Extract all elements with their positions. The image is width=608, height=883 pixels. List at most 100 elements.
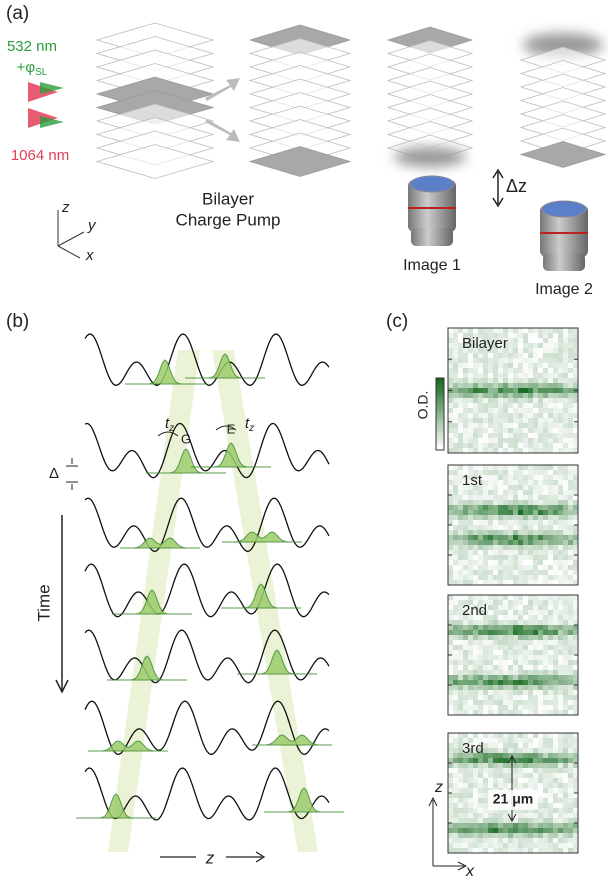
pixel [568, 358, 573, 363]
pixel [533, 535, 538, 540]
pixel [463, 838, 468, 843]
pixel [563, 398, 568, 403]
pixel [553, 475, 558, 480]
pixel [478, 560, 483, 565]
pixel [528, 610, 533, 615]
pixel [478, 438, 483, 443]
pixel [528, 690, 533, 695]
pixel [458, 443, 463, 448]
pixel [558, 823, 563, 828]
pixel [553, 338, 558, 343]
pixel [498, 600, 503, 605]
pixel [543, 510, 548, 515]
pixel [518, 423, 523, 428]
pixel [568, 828, 573, 833]
pixel [563, 773, 568, 778]
pixel [453, 480, 458, 485]
pixel [503, 525, 508, 530]
pixel [508, 838, 513, 843]
pixel [448, 428, 453, 433]
pixel [528, 650, 533, 655]
pixel [563, 600, 568, 605]
pixel [498, 480, 503, 485]
pixel [528, 500, 533, 505]
pixel [478, 575, 483, 580]
pixel [453, 675, 458, 680]
pixel [543, 690, 548, 695]
pixel [458, 660, 463, 665]
pixel [493, 363, 498, 368]
pixel [568, 378, 573, 383]
pixel [513, 525, 518, 530]
colorbar [436, 407, 444, 411]
pixel [463, 408, 468, 413]
pixel [488, 783, 493, 788]
pixel [488, 843, 493, 848]
pixel [553, 733, 558, 738]
pixel [513, 660, 518, 665]
pixel [543, 788, 548, 793]
pixel [528, 353, 533, 358]
pixel [453, 333, 458, 338]
pixel [538, 393, 543, 398]
pixel [563, 803, 568, 808]
pixel [453, 808, 458, 813]
pixel [563, 550, 568, 555]
pixel [513, 620, 518, 625]
pixel [483, 480, 488, 485]
pixel [543, 620, 548, 625]
pixel [563, 418, 568, 423]
pixel [498, 700, 503, 705]
pixel [503, 635, 508, 640]
pixel [483, 413, 488, 418]
pixel [533, 328, 538, 333]
pixel [548, 748, 553, 753]
pixel [503, 660, 508, 665]
pixel [553, 788, 558, 793]
pixel [553, 630, 558, 635]
pixel [543, 680, 548, 685]
pixel [463, 505, 468, 510]
pixel [448, 438, 453, 443]
pixel [563, 388, 568, 393]
pixel [493, 555, 498, 560]
pixel [513, 695, 518, 700]
pixel [508, 680, 513, 685]
pixel [553, 423, 558, 428]
pixel [488, 470, 493, 475]
pixel [563, 428, 568, 433]
pixel [518, 595, 523, 600]
pixel [533, 828, 538, 833]
pixel [493, 398, 498, 403]
pixel [543, 505, 548, 510]
pixel [473, 695, 478, 700]
pixel [543, 695, 548, 700]
pixel [488, 600, 493, 605]
pixel [538, 748, 543, 753]
pixel [523, 778, 528, 783]
pixel [523, 363, 528, 368]
pixel [563, 343, 568, 348]
pixel [513, 413, 518, 418]
pixel [558, 413, 563, 418]
pixel [463, 443, 468, 448]
pixel [528, 530, 533, 535]
pixel [563, 818, 568, 823]
pixel [538, 480, 543, 485]
pixel [563, 758, 568, 763]
panel-label: (b) [6, 311, 29, 332]
pixel [538, 560, 543, 565]
pixel [513, 520, 518, 525]
pixel [453, 343, 458, 348]
pixel [568, 545, 573, 550]
pixel [548, 778, 553, 783]
pixel [568, 748, 573, 753]
pixel [468, 540, 473, 545]
pixel [483, 758, 488, 763]
pixel [558, 433, 563, 438]
pixel [518, 655, 523, 660]
pixel [498, 328, 503, 333]
pixel [453, 383, 458, 388]
pixel [533, 675, 538, 680]
pixel [453, 803, 458, 808]
